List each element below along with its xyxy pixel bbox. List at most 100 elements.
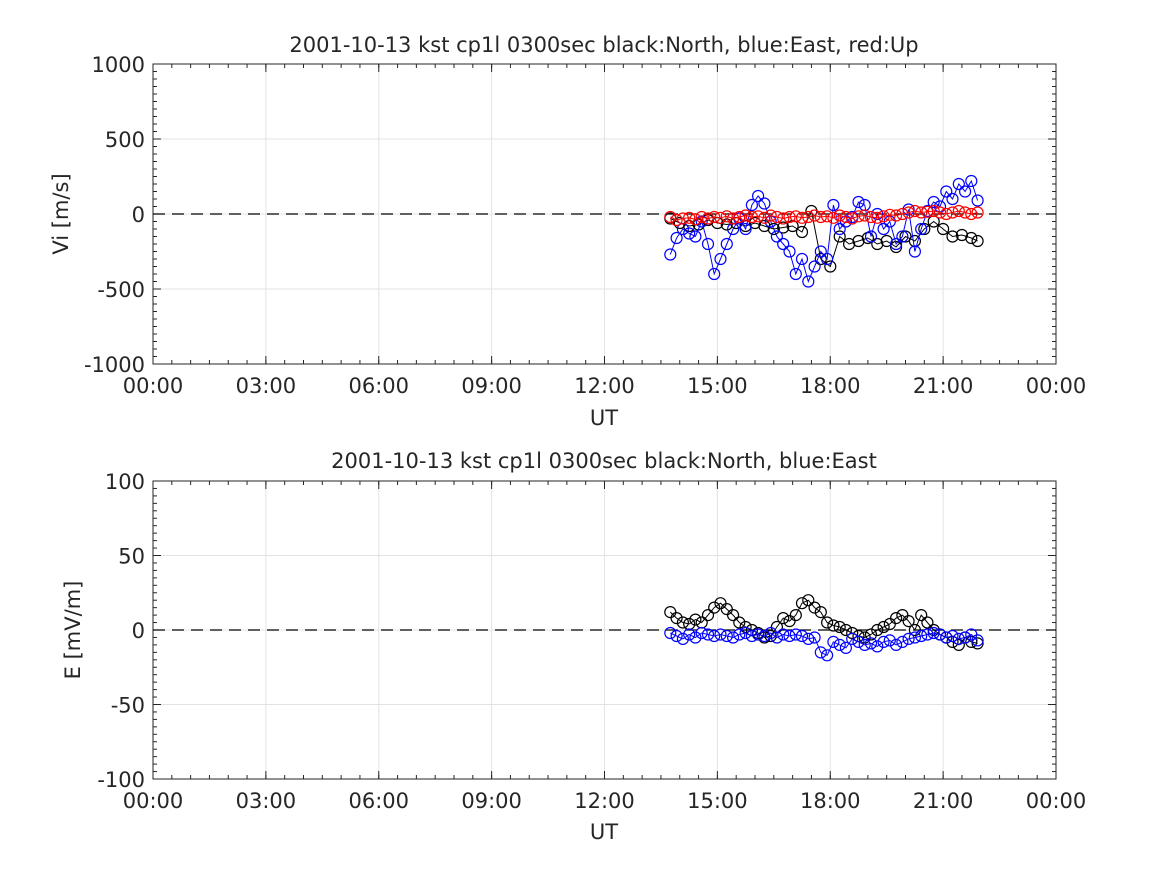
data-point <box>764 626 777 640</box>
data-point <box>789 608 802 622</box>
y-tick-label: 1000 <box>92 53 145 77</box>
data-point <box>777 221 790 234</box>
data-point <box>795 211 809 224</box>
data-point <box>733 616 746 629</box>
data-point <box>827 635 840 649</box>
data-point <box>933 206 947 219</box>
data-point <box>827 619 840 632</box>
data-point <box>965 231 978 245</box>
data-point <box>802 275 815 288</box>
data-point <box>871 211 884 224</box>
data-point <box>940 185 953 198</box>
data-point <box>952 177 965 191</box>
data-point <box>908 631 922 644</box>
data-point <box>833 638 846 652</box>
data-point <box>820 210 834 223</box>
data-point <box>858 209 871 222</box>
data-point <box>896 635 909 649</box>
data-point <box>908 245 922 258</box>
y-tick-label: -1000 <box>84 353 145 377</box>
data-point <box>720 210 733 223</box>
data-point <box>770 210 784 224</box>
data-point <box>802 594 815 607</box>
data-point <box>946 206 959 219</box>
data-point <box>808 631 821 644</box>
data-point <box>864 210 878 224</box>
data-point <box>783 245 796 258</box>
x-tick-label: 00:00 <box>123 789 184 813</box>
data-point <box>952 204 965 218</box>
data-point <box>777 237 790 251</box>
data-point <box>827 211 840 224</box>
data-point <box>701 628 715 641</box>
data-point <box>946 192 959 206</box>
data-point <box>701 608 715 622</box>
x-tick-label: 03:00 <box>236 789 297 813</box>
data-point <box>971 234 984 248</box>
series-east <box>664 174 984 288</box>
data-point <box>839 623 853 637</box>
data-point <box>802 210 815 224</box>
data-point <box>864 230 878 243</box>
x-axis-label: UT <box>590 406 618 430</box>
x-tick-label: 18:00 <box>800 374 861 398</box>
data-point <box>927 623 940 637</box>
data-point <box>726 631 740 644</box>
data-point <box>695 210 708 224</box>
data-point <box>940 631 953 644</box>
data-point <box>902 614 915 628</box>
data-point <box>824 260 837 273</box>
vi-velocity-plot: 00:00 03:00 06:00 09:00 12:00 15:00 18:00 21:00… <box>49 33 1086 430</box>
data-point <box>795 225 809 239</box>
data-point <box>833 620 846 634</box>
data-point <box>889 638 903 652</box>
data-point <box>795 629 809 643</box>
data-point <box>820 252 834 266</box>
data-point <box>852 635 865 649</box>
y-tick-label: 50 <box>118 545 145 569</box>
data-point <box>777 628 790 641</box>
data-point <box>915 222 928 236</box>
data-point <box>889 237 903 251</box>
series-east <box>664 626 984 662</box>
data-point <box>883 634 896 647</box>
x-tick-label: 06:00 <box>348 374 409 398</box>
data-point <box>877 635 890 649</box>
data-point <box>915 206 928 219</box>
data-point <box>958 631 972 644</box>
data-point <box>902 206 915 219</box>
data-point <box>689 213 702 226</box>
data-point <box>670 611 683 625</box>
data-point <box>714 628 727 641</box>
data-point <box>908 204 922 218</box>
data-point <box>720 237 733 251</box>
data-point <box>745 210 759 224</box>
data-point <box>708 629 721 643</box>
x-tick-label: 21:00 <box>913 789 974 813</box>
data-point <box>795 597 809 610</box>
data-point <box>751 628 765 641</box>
series-up <box>664 204 984 227</box>
data-point <box>695 215 708 228</box>
plot-title: 2001-10-13 kst cp1l 0300sec black:North,… <box>331 449 877 473</box>
data-point <box>739 209 752 222</box>
data-point <box>770 631 784 644</box>
data-point <box>833 222 846 236</box>
data-point <box>958 185 972 198</box>
data-point <box>820 616 834 629</box>
axes: 00:00 03:00 06:00 09:00 12:00 15:00 18:00 21:00… <box>84 53 1086 398</box>
data-point <box>701 237 715 251</box>
data-point <box>802 632 815 646</box>
data-point <box>770 230 784 243</box>
x-tick-label: 15:00 <box>687 374 748 398</box>
data-point <box>871 640 884 653</box>
data-point <box>789 210 802 223</box>
data-point <box>915 608 928 622</box>
data-point <box>689 613 702 626</box>
data-point <box>726 608 740 622</box>
data-point <box>965 174 978 188</box>
data-point <box>664 248 677 261</box>
data-point <box>814 646 827 659</box>
data-point <box>936 222 950 236</box>
data-point <box>896 230 909 243</box>
